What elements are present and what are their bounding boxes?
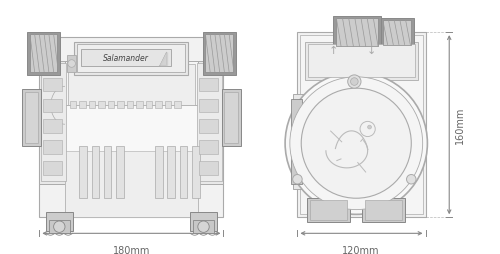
Bar [193,220,214,233]
Bar [202,33,236,76]
Bar [222,90,240,147]
Bar [78,44,186,73]
Text: ↑: ↑ [329,46,338,56]
Bar [79,101,86,109]
Bar [155,147,162,198]
Bar [65,151,198,217]
Bar [155,101,162,109]
Bar [199,120,218,133]
Bar [168,147,175,198]
Bar [92,147,99,198]
Bar [30,35,58,73]
Bar [43,162,62,175]
Bar [199,141,218,154]
Circle shape [198,221,209,232]
Bar [65,106,198,217]
Bar [308,44,415,77]
Bar [307,198,350,222]
Bar [334,17,381,50]
Bar [197,63,222,181]
Bar [22,90,42,147]
Bar [68,64,195,106]
Bar [199,162,218,175]
Bar [98,101,105,109]
Bar [195,61,224,184]
Bar [117,101,124,109]
Bar [42,63,66,181]
Bar [291,99,302,184]
Bar [74,42,188,76]
Bar [381,19,414,47]
Bar [81,50,172,67]
Bar [305,42,418,80]
Text: ↓: ↓ [366,46,376,56]
Bar [199,99,218,113]
Bar [40,61,68,184]
Text: 160mm: 160mm [455,107,465,144]
Circle shape [368,126,372,130]
Circle shape [406,175,416,184]
Bar [79,147,87,198]
Polygon shape [160,53,166,66]
Bar [199,78,218,92]
Circle shape [348,76,361,89]
Circle shape [292,175,302,184]
Bar [67,56,76,73]
Circle shape [68,60,76,68]
Bar [146,101,152,109]
Bar [65,61,198,109]
Bar [206,35,233,73]
Bar [70,101,76,109]
Bar [383,21,412,45]
Bar [224,93,237,144]
Circle shape [301,89,412,198]
Bar [49,220,70,233]
Bar [43,141,62,154]
Circle shape [285,73,428,215]
Bar [164,101,172,109]
Bar [88,101,96,109]
Bar [192,147,200,198]
Bar [126,101,134,109]
Bar [43,99,62,113]
Bar [27,33,60,76]
Circle shape [290,77,422,210]
Bar [336,19,378,47]
Bar [300,36,422,215]
Bar [43,120,62,133]
Bar [43,78,62,92]
Bar [40,38,224,217]
Bar [292,94,307,189]
Circle shape [350,78,358,86]
Bar [362,198,405,222]
Bar [46,213,72,232]
Bar [180,147,188,198]
Text: 120mm: 120mm [342,245,380,254]
Bar [136,101,143,109]
Text: 180mm: 180mm [112,245,150,254]
Bar [365,200,402,220]
Bar [104,147,112,198]
Text: Salamander: Salamander [103,54,148,63]
Bar [190,213,217,232]
Bar [116,147,124,198]
Bar [310,200,347,220]
Bar [298,33,426,217]
Bar [174,101,180,109]
Bar [108,101,114,109]
Bar [25,93,38,144]
Circle shape [54,221,65,232]
